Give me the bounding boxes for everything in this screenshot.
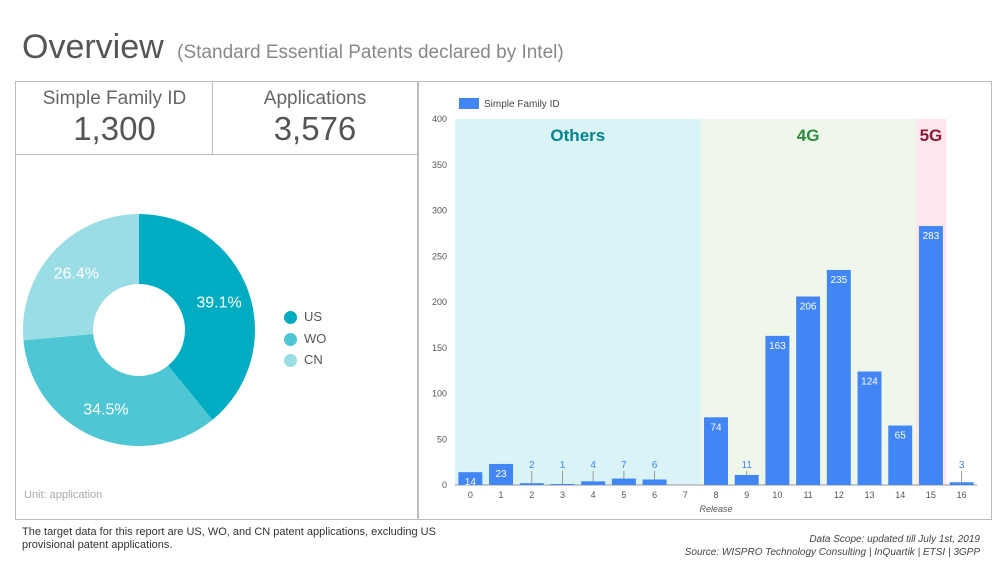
x-tick-label: 14 xyxy=(895,490,905,500)
kpi-label-simple-family: Simple Family ID xyxy=(42,88,187,109)
donut-label-wo: 34.5% xyxy=(83,401,128,418)
donut-slice-wo xyxy=(23,334,213,446)
y-tick-label: 200 xyxy=(432,297,447,307)
unit-note: Unit: application xyxy=(24,489,103,501)
legend-label-cn: CN xyxy=(304,352,323,367)
bar-release-13 xyxy=(857,371,882,485)
y-tick-label: 150 xyxy=(432,343,447,353)
legend-us: US xyxy=(284,309,323,325)
data-scope-date: Data Scope: updated till July 1st, 2019 xyxy=(809,534,980,545)
kpi-label-applications: Applications xyxy=(263,88,367,109)
bar-value-label: 11 xyxy=(742,460,753,471)
bar-value-label: 74 xyxy=(710,422,722,433)
x-tick-label: 9 xyxy=(744,490,749,500)
x-tick-label: 10 xyxy=(772,490,782,500)
x-tick-label: 11 xyxy=(803,490,812,500)
kpi-card-simple-family: Simple Family ID 1,300 xyxy=(15,81,214,156)
bar-release-8 xyxy=(704,417,728,485)
x-tick-label: 16 xyxy=(957,490,967,500)
y-tick-label: 300 xyxy=(432,206,447,216)
y-tick-label: 400 xyxy=(432,114,447,124)
bar-value-label: 235 xyxy=(830,275,847,286)
bar-value-label: 206 xyxy=(800,302,817,313)
bar-value-label: 163 xyxy=(769,341,786,352)
y-tick-label: 50 xyxy=(437,434,447,444)
bar-value-label: 23 xyxy=(495,469,507,480)
kpi-card-applications: Applications 3,576 xyxy=(212,81,418,156)
bar-release-11 xyxy=(796,296,821,485)
bar-release-15 xyxy=(918,226,943,485)
kpi-value-simple-family: 1,300 xyxy=(73,110,156,147)
donut-slice-us xyxy=(139,214,255,420)
region-label-4g: 4G xyxy=(797,126,820,145)
y-tick-label: 0 xyxy=(442,480,447,490)
bar-release-6 xyxy=(642,479,667,485)
x-tick-label: 12 xyxy=(834,490,844,500)
bar-value-label: 4 xyxy=(590,460,596,471)
y-tick-label: 100 xyxy=(432,389,447,399)
bar-value-label: 65 xyxy=(895,431,907,442)
x-tick-label: 4 xyxy=(591,490,596,500)
data-source: Source: WISPRO Technology Consulting | I… xyxy=(684,547,980,558)
x-tick-label: 5 xyxy=(621,490,626,500)
bar-value-label: 124 xyxy=(861,377,878,388)
y-tick-label: 250 xyxy=(432,251,447,261)
title-main: Overview xyxy=(22,28,164,66)
x-tick-label: 0 xyxy=(468,490,473,500)
bar-release-12 xyxy=(826,269,851,485)
x-tick-label: 3 xyxy=(560,490,565,500)
donut-label-us: 39.1% xyxy=(196,294,241,311)
donut-chart: 39.1% 34.5% 26.4% xyxy=(22,214,255,446)
legend-dot-us xyxy=(284,311,297,325)
donut-panel: 39.1% 34.5% 26.4% US WO CN Unit: applicati… xyxy=(15,154,418,520)
bar-value-label: 6 xyxy=(652,460,658,471)
y-tick-label: 350 xyxy=(432,160,447,170)
region-label-others: Others xyxy=(550,126,605,145)
page-title: Overview (Standard Essential Patents dec… xyxy=(22,28,564,67)
x-tick-label: 8 xyxy=(713,490,718,500)
footnote: The target data for this report are US, … xyxy=(22,526,436,551)
bar-value-label: 7 xyxy=(621,460,627,471)
kpi-value-applications: 3,576 xyxy=(273,110,357,147)
x-axis-title: Release xyxy=(699,504,732,514)
bar-chart-panel: Others 4G 5G 0 50 100 150 200 250 300 350 400 14 23 2 1… xyxy=(418,81,992,520)
legend-label-wo: WO xyxy=(304,331,327,346)
bar-value-label: 2 xyxy=(529,460,535,471)
x-tick-label: 7 xyxy=(683,490,688,500)
bar-value-label: 3 xyxy=(959,460,965,471)
donut-label-cn: 26.4% xyxy=(54,266,99,283)
legend-cn: CN xyxy=(284,352,323,368)
bar-release-0 xyxy=(458,472,483,485)
x-tick-label: 2 xyxy=(529,490,534,500)
legend-wo: WO xyxy=(284,331,327,347)
legend-dot-wo xyxy=(284,333,297,347)
bar-value-label: 14 xyxy=(465,477,477,488)
x-tick-label: 13 xyxy=(865,490,875,500)
x-tick-label: 15 xyxy=(926,490,936,500)
region-others xyxy=(455,119,701,485)
legend-swatch-simple-family xyxy=(459,98,479,109)
legend-dot-cn xyxy=(284,354,297,368)
bar-release-1 xyxy=(489,463,514,485)
title-subtitle: (Standard Essential Patents declared by … xyxy=(177,42,564,63)
donut-slice-cn xyxy=(22,214,139,341)
bar-release-2 xyxy=(519,483,544,485)
bar-release-9 xyxy=(734,474,759,485)
legend-label-simple-family: Simple Family ID xyxy=(484,99,560,110)
data-scope: Data Scope: updated till July 1st, 2019 … xyxy=(685,533,980,559)
x-tick-label: 6 xyxy=(652,490,657,500)
region-label-5g: 5G xyxy=(920,126,943,145)
bar-release-14 xyxy=(888,425,913,485)
bar-release-4 xyxy=(581,481,606,485)
x-tick-label: 1 xyxy=(499,490,504,500)
legend-label-us: US xyxy=(304,309,323,324)
bar-release-3 xyxy=(550,484,575,485)
bar-release-5 xyxy=(611,478,636,485)
bar-release-10 xyxy=(765,335,790,485)
bar-value-label: 1 xyxy=(560,460,566,471)
bar-release-16 xyxy=(949,482,974,485)
bar-value-label: 283 xyxy=(923,231,940,242)
